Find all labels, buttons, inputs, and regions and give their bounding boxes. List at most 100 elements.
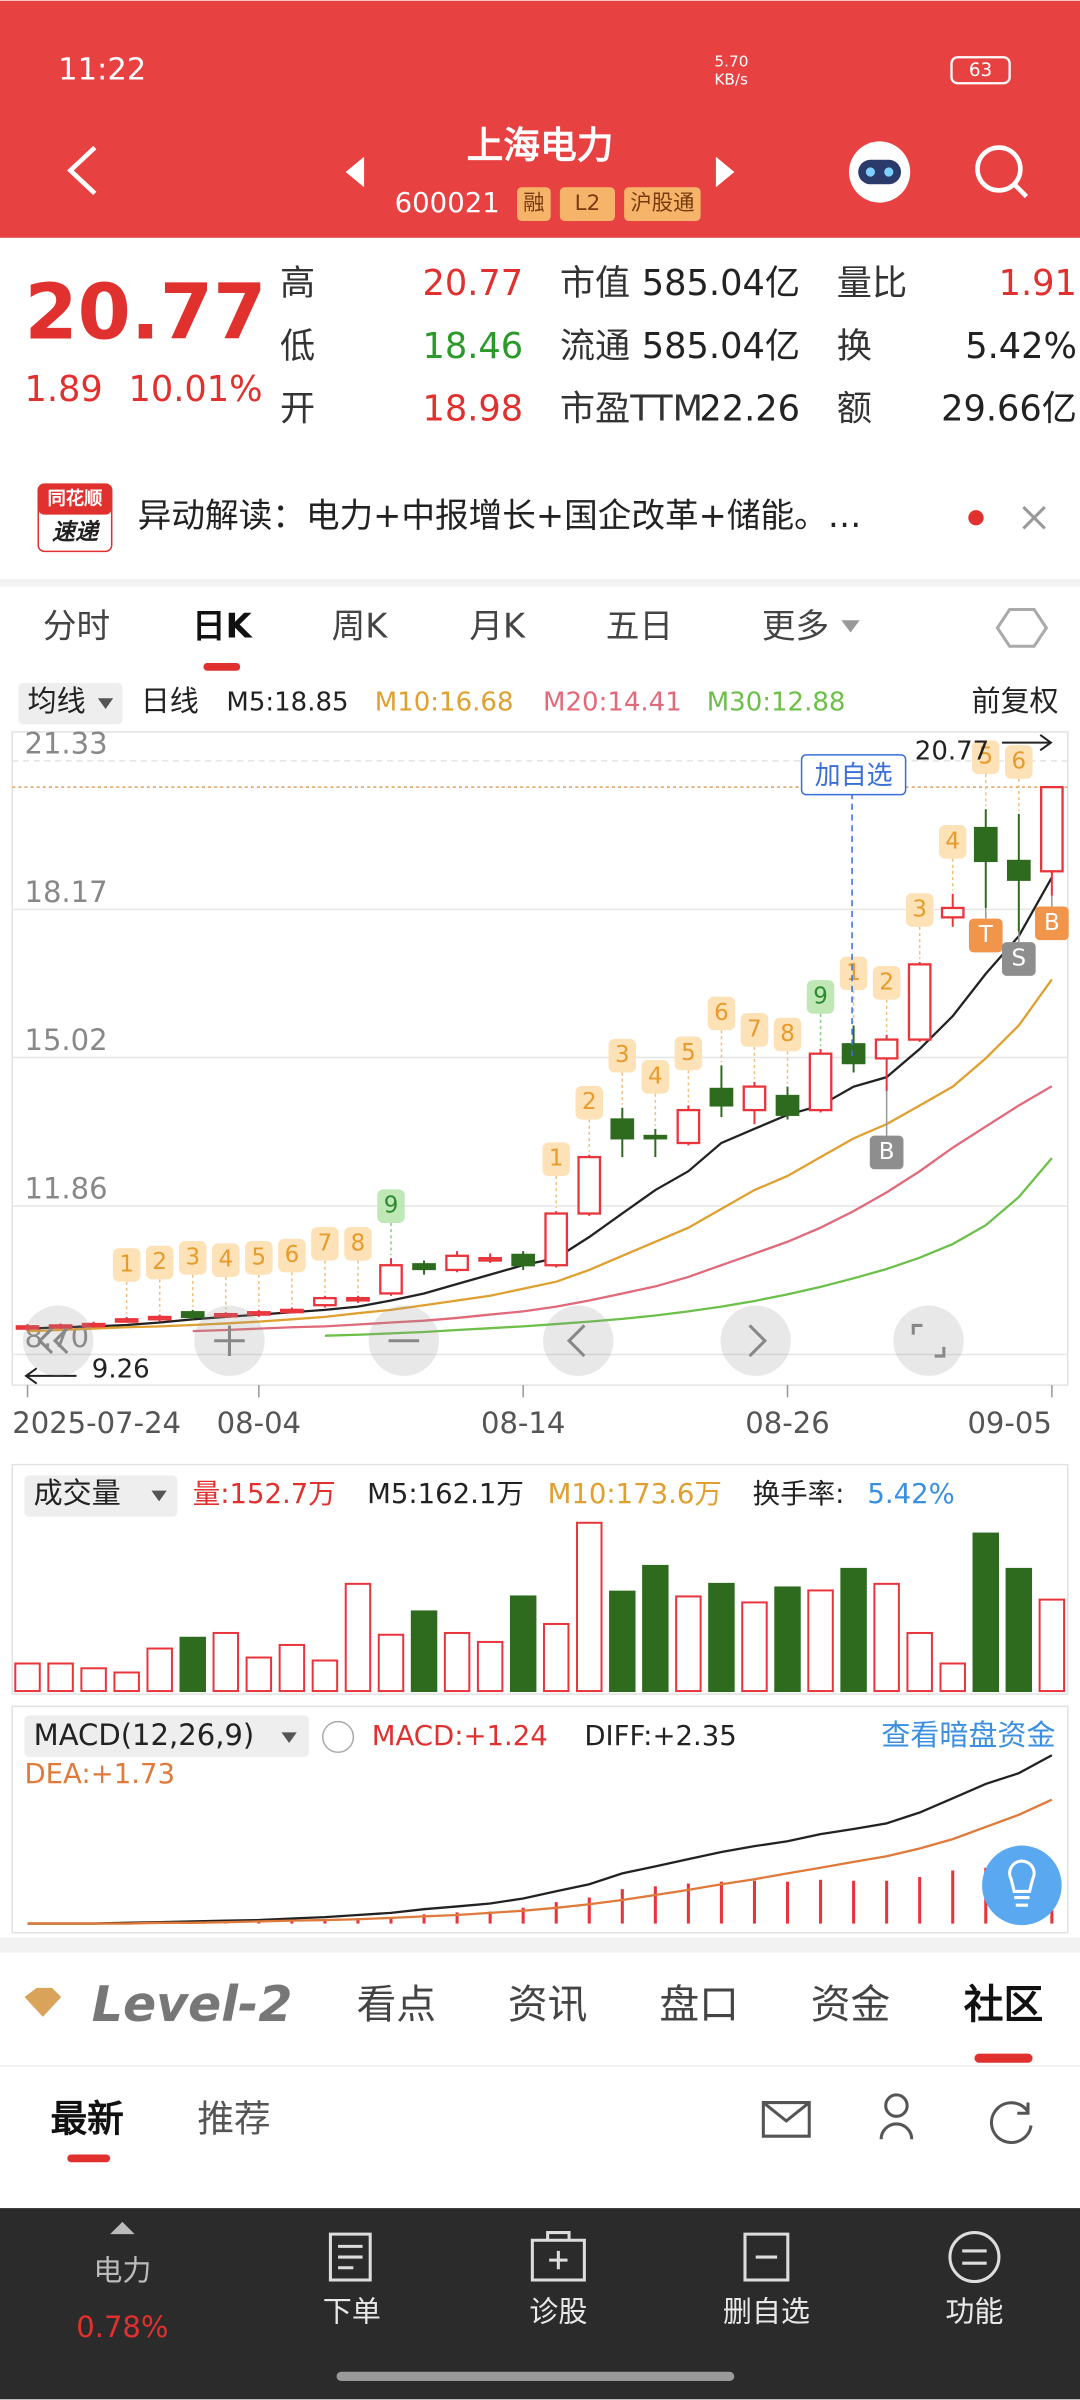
volume-bar (113, 1671, 140, 1693)
mail-icon[interactable] (761, 2101, 811, 2138)
volume-bar (840, 1567, 867, 1693)
trade-mark: T (978, 922, 994, 948)
td-badge (245, 1241, 273, 1275)
candle-body (48, 1324, 73, 1329)
badge: 融 (523, 191, 544, 216)
period-tab[interactable]: 日K (192, 606, 254, 645)
macd-title: MACD(12,26,9) (34, 1718, 255, 1752)
period-tab[interactable]: 分时 (43, 606, 110, 645)
volume-bar (972, 1532, 1000, 1693)
candle-body (643, 1134, 668, 1140)
net-speed: 5.70 (714, 52, 748, 70)
user-icon[interactable] (879, 2093, 914, 2140)
info-tab[interactable]: 资金 (811, 1982, 891, 2028)
add-watch-bg[interactable] (800, 754, 907, 796)
volume-bar (278, 1643, 306, 1693)
chart-nav-icon (748, 1324, 768, 1358)
candle-body (246, 1311, 271, 1316)
add-watch[interactable]: 加自选 (815, 761, 893, 791)
low-arrow (24, 1367, 77, 1385)
period-tab[interactable]: 五日 (606, 606, 673, 645)
period-tab[interactable]: 更多 (762, 606, 829, 645)
volume-bar (179, 1636, 206, 1693)
td-badge (1005, 745, 1033, 779)
td-badge (938, 825, 967, 859)
nav-icon (948, 2231, 1001, 2283)
sub-tab[interactable]: 最新 (50, 2097, 123, 2140)
volume-bar (14, 1662, 41, 1693)
td-badge (212, 1243, 240, 1278)
y-tick-label: 18.17 (24, 875, 107, 909)
chart-nav-button[interactable] (22, 1305, 94, 1376)
chart-nav-button[interactable] (893, 1305, 964, 1376)
period-tab[interactable]: 周K (332, 606, 389, 645)
badge-bg (624, 187, 701, 221)
volume-bar (675, 1595, 702, 1693)
unread-dot (968, 510, 984, 526)
settings-icon[interactable] (995, 607, 1049, 648)
robot-icon[interactable] (849, 141, 911, 203)
info-tab[interactable]: 看点 (356, 1982, 436, 2028)
ma-select[interactable] (18, 682, 123, 725)
volume-bar (146, 1647, 173, 1693)
close-news[interactable] (1022, 505, 1046, 530)
back-button[interactable] (67, 145, 97, 196)
candle-body (544, 1212, 569, 1267)
chart-nav-icon (214, 1325, 245, 1357)
search-icon[interactable] (975, 145, 1029, 199)
volume-bar (377, 1633, 405, 1693)
volume-bar (708, 1582, 735, 1693)
td-label: 6 (285, 1242, 300, 1268)
volume-frame (11, 1463, 1069, 1695)
adjust-label[interactable]: 前复权 (971, 684, 1058, 718)
volume-select[interactable] (24, 1475, 178, 1517)
td-label: 5 (978, 744, 993, 770)
volume-bar (807, 1589, 834, 1693)
prev-stock[interactable] (345, 156, 365, 188)
ma-legend: M10:16.68 (375, 687, 514, 717)
volume-bar (609, 1590, 636, 1693)
macd-select[interactable] (24, 1715, 310, 1757)
candle-body (610, 1118, 635, 1140)
nav-stock[interactable]: 电力 (93, 2253, 151, 2287)
volume-bar (642, 1564, 669, 1693)
td-label: 9 (384, 1193, 399, 1219)
refresh-icon[interactable] (989, 2101, 1033, 2145)
dark-pool-link[interactable]: 查看暗盘资金 (881, 1718, 1055, 1752)
tip-button[interactable] (982, 1845, 1062, 1926)
stock-title: 上海电力 (467, 124, 614, 167)
stat-value: 585.04亿 (642, 326, 800, 367)
sub-tab[interactable]: 推荐 (197, 2097, 270, 2140)
dea-legend: DEA:+1.73 (24, 1758, 175, 1790)
info-tab[interactable]: Level-2 (92, 1976, 293, 2033)
td-label: 5 (252, 1244, 267, 1270)
td-label: 5 (681, 1040, 696, 1066)
nav-item[interactable]: 诊股 (529, 2295, 587, 2329)
info-tab[interactable]: 社区 (964, 1982, 1044, 2028)
nav-item[interactable]: 下单 (323, 2295, 381, 2329)
candle-body (709, 1087, 734, 1107)
candle-body (808, 1052, 833, 1112)
volume-legend: 换手率: (753, 1478, 845, 1510)
x-tick-label: 08-14 (481, 1406, 565, 1440)
candle-body (478, 1257, 502, 1262)
volume-legend: M10:173.6万 (548, 1478, 722, 1510)
news-text[interactable]: 异动解读：电力+中报增长+国企改革+储能。… (138, 496, 862, 535)
chart-nav-button[interactable] (543, 1305, 614, 1376)
info-tab[interactable]: 资讯 (508, 1982, 588, 2028)
chart-nav-button[interactable] (720, 1305, 791, 1376)
ma-legend: M30:12.88 (707, 687, 846, 717)
nav-item[interactable]: 删自选 (723, 2295, 810, 2329)
candle-body (445, 1254, 469, 1272)
next-stock[interactable] (715, 156, 735, 188)
period-tab[interactable]: 月K (469, 606, 526, 645)
candle-body (114, 1318, 139, 1323)
stat-value: 18.98 (422, 389, 523, 430)
info-tab[interactable]: 盘口 (659, 1982, 739, 2028)
y-tick-label: 11.86 (24, 1172, 107, 1206)
net-unit: KB/s (714, 71, 748, 89)
help-icon[interactable] (322, 1720, 355, 1754)
volume-legend: M5:162.1万 (367, 1478, 524, 1510)
volume-bar (344, 1582, 372, 1693)
nav-item[interactable]: 功能 (945, 2295, 1003, 2329)
